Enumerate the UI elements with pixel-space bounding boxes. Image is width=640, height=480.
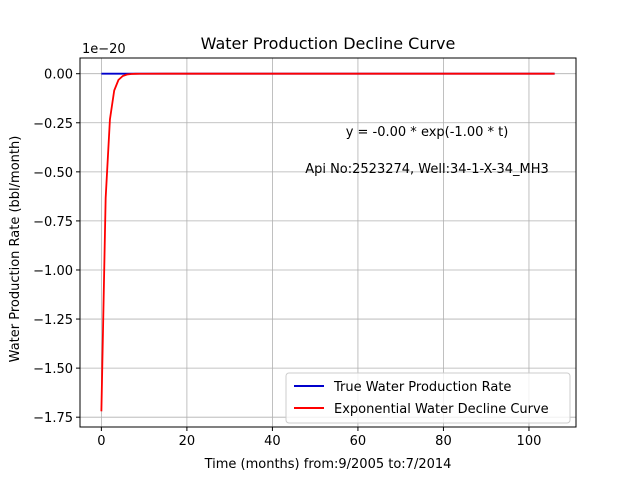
equation-annotation: y = -0.00 * exp(-1.00 * t) [346, 125, 509, 140]
plot-series [100, 72, 555, 412]
y-tick-label: −1.50 [33, 362, 73, 377]
x-tick-label: 60 [350, 434, 367, 449]
x-tick-label: 100 [517, 434, 542, 449]
x-tick-label: 20 [179, 434, 196, 449]
x-tick-label: 0 [97, 434, 105, 449]
x-tick-label: 80 [435, 434, 452, 449]
chart-title: Water Production Decline Curve [201, 34, 456, 53]
y-tick-label: −1.25 [33, 313, 73, 328]
y-offset-label: 1e−20 [82, 42, 126, 57]
legend-box [285, 372, 571, 424]
y-tick-label: −0.75 [33, 215, 73, 230]
y-tick-label: 0.00 [44, 68, 73, 83]
axis-ticks: 0 20 40 60 80 100 0.00 −0.25 −0.50 −0.75 −1.00 −1.2… [33, 68, 541, 449]
x-tick-label: 40 [264, 434, 281, 449]
x-axis-label: Time (months) from:9/2005 to:7/2014 [204, 457, 452, 472]
y-tick-label: −0.25 [33, 117, 73, 132]
y-tick-label: −0.50 [33, 166, 73, 181]
legend: True Water Production Rate Exponential W… [285, 372, 571, 424]
plot-frame [79, 57, 577, 428]
legend-label-true-rate: True Water Production Rate [333, 380, 511, 395]
series-line-decline-curve [100, 72, 555, 412]
legend-label-decline-curve: Exponential Water Decline Curve [334, 402, 549, 417]
y-tick-label: −1.00 [33, 264, 73, 279]
y-tick-label: −1.75 [33, 411, 73, 426]
well-annotation: Api No:2523274, Well:34-1-X-34_MH3 [305, 162, 549, 177]
y-axis-label: Water Production Rate (bbl/month) [8, 136, 23, 363]
